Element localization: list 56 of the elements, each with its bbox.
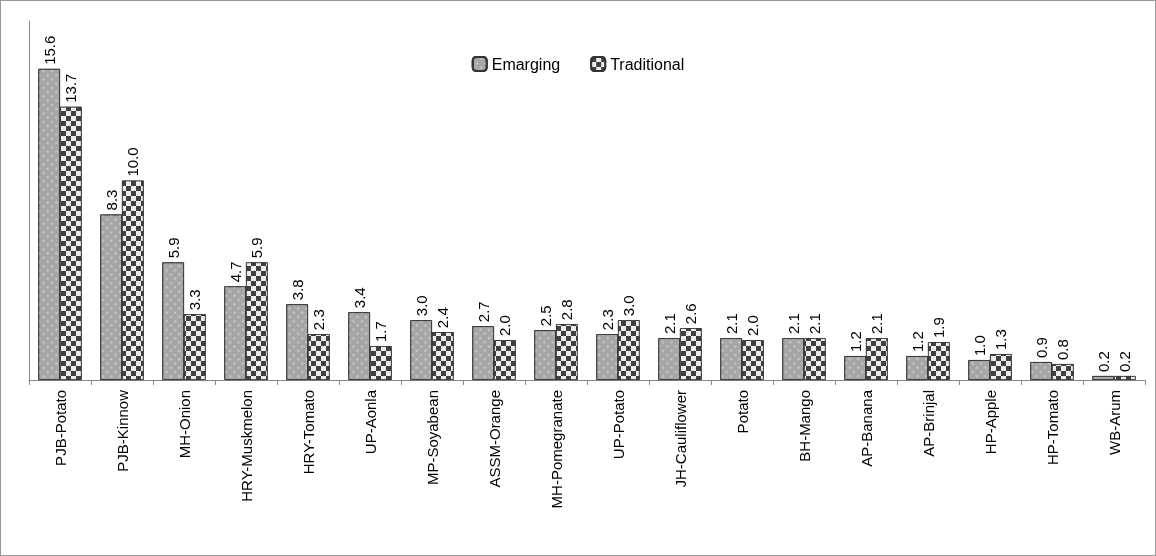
data-label: 1.0 <box>970 335 988 357</box>
data-label: 0.2 <box>1116 351 1134 373</box>
data-label: 2.0 <box>496 315 514 337</box>
legend-label: Emarging <box>491 55 561 73</box>
data-label: 2.1 <box>868 313 886 335</box>
x-tick-label: MP-Soyabean <box>423 390 441 486</box>
data-label: 10.0 <box>124 147 142 177</box>
data-label: 0.9 <box>1032 337 1050 359</box>
data-label: 2.5 <box>536 305 554 327</box>
data-label: 1.2 <box>908 331 926 353</box>
x-tick-label: UP-Potato <box>609 390 627 460</box>
x-tick-label: AP-Brinjal <box>919 390 937 457</box>
data-label: 2.1 <box>784 313 802 335</box>
data-label: 3.8 <box>288 279 306 301</box>
data-label: 2.6 <box>682 303 700 325</box>
x-tick-label: ASSM-Orange <box>485 390 503 488</box>
x-tick-label: JH-Cauliflower <box>671 390 689 488</box>
data-label: 2.7 <box>474 301 492 323</box>
x-tick-label: MH-Onion <box>175 390 193 459</box>
data-label: 3.4 <box>350 287 368 309</box>
x-tick-label: WB-Arum <box>1105 390 1123 455</box>
data-label: 2.1 <box>722 313 740 335</box>
data-label: 2.0 <box>744 315 762 337</box>
data-label: 2.3 <box>310 309 328 331</box>
data-label: 2.1 <box>660 313 678 335</box>
data-label: 3.3 <box>186 289 204 311</box>
data-label: 13.7 <box>62 73 80 103</box>
data-label: 5.9 <box>248 237 266 259</box>
data-label: 2.8 <box>558 299 576 321</box>
data-label: 4.7 <box>226 261 244 283</box>
data-label: 1.7 <box>372 321 390 343</box>
data-label: 3.0 <box>620 295 638 317</box>
x-tick-label: PJB-Potato <box>51 390 69 466</box>
x-tick-label: HP-Tomato <box>1043 390 1061 466</box>
data-label: 5.9 <box>164 237 182 259</box>
data-label: 8.3 <box>102 189 120 211</box>
data-label: 2.3 <box>598 309 616 331</box>
x-tick-label: AP-Banana <box>857 389 875 467</box>
x-tick-label: HP-Apple <box>981 390 999 455</box>
x-tick-label: HRY-Tomato <box>299 390 317 475</box>
data-label: 1.9 <box>930 317 948 339</box>
data-label: 1.2 <box>846 331 864 353</box>
legend-label: Traditional <box>610 55 685 73</box>
data-label: 1.3 <box>992 329 1010 351</box>
x-tick-label: BH-Mango <box>795 390 813 462</box>
x-tick-label: UP-Aonla <box>361 389 379 455</box>
data-label: 2.1 <box>806 313 824 335</box>
data-label: 2.4 <box>434 307 452 329</box>
data-label: 0.2 <box>1094 351 1112 373</box>
data-label: 0.8 <box>1054 339 1072 361</box>
x-tick-label: Potato <box>733 390 751 434</box>
x-tick-label: MH-Pomegranate <box>547 390 565 509</box>
data-label: 15.6 <box>40 35 58 65</box>
data-label: 3.0 <box>412 295 430 317</box>
x-tick-label: HRY-Muskmelon <box>237 390 255 502</box>
x-tick-label: PJB-Kinnow <box>113 389 131 472</box>
